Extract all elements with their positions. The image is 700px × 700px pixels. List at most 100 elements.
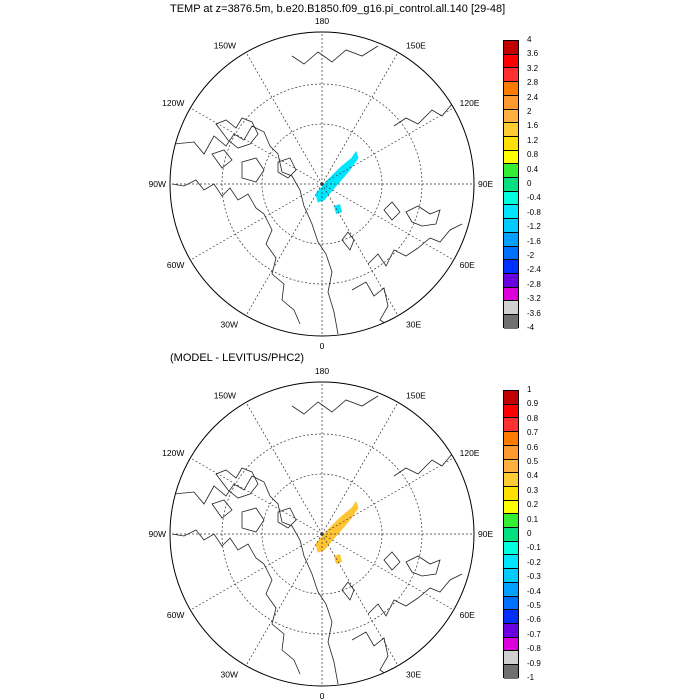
coastline bbox=[171, 529, 301, 675]
longitude-label-ll2: 30W bbox=[221, 320, 238, 330]
colorbar-swatch bbox=[504, 301, 518, 316]
meridian-line bbox=[245, 52, 323, 185]
colorbar-swatch bbox=[504, 178, 518, 192]
panel-title-bottom: (MODEL - LEVITUS/PHC2) bbox=[170, 352, 305, 364]
colorbar-swatch bbox=[504, 95, 518, 110]
longitude-label-ul2: 120W bbox=[162, 448, 184, 458]
meridian-line bbox=[190, 457, 323, 535]
colorbar-swatch bbox=[504, 569, 518, 583]
colorbar-tick-label: 4 bbox=[527, 35, 532, 44]
colorbar-swatch bbox=[504, 528, 518, 542]
meridian-line bbox=[190, 107, 323, 185]
colorbar-tick-label: -2 bbox=[527, 251, 535, 260]
coastline bbox=[173, 475, 339, 685]
colorbar-swatch bbox=[504, 232, 518, 247]
polar-map-top: 180 0 90W 90E 150W 120W 60W 30W 150E 120E 60E 30E bbox=[149, 16, 494, 351]
colorbar-swatch bbox=[504, 260, 518, 274]
colorbar-tick-label: 0.2 bbox=[527, 500, 539, 510]
colorbar-swatch bbox=[504, 582, 518, 597]
colorbar-tick-label: 0.7 bbox=[527, 428, 539, 438]
colorbar-tick-label: -3.2 bbox=[527, 294, 541, 304]
coastline bbox=[383, 201, 401, 221]
coastline bbox=[341, 231, 355, 251]
colorbar-tick-label: -0.7 bbox=[527, 629, 541, 639]
colorbar-tick-label: 0.4 bbox=[527, 471, 539, 481]
colorbar-swatch bbox=[504, 391, 518, 405]
colorbar-tick-label: -2.8 bbox=[527, 279, 541, 289]
colorbar-tick-label: -1.2 bbox=[527, 222, 541, 232]
colorbar-swatch bbox=[504, 54, 518, 69]
colorbar-swatch bbox=[504, 555, 518, 570]
meridian-line bbox=[321, 183, 454, 261]
longitude-label-ll1: 60W bbox=[167, 610, 184, 620]
colorbar-swatch bbox=[504, 486, 518, 501]
map-boundary bbox=[169, 381, 475, 687]
colorbar-tick-label: 2.4 bbox=[527, 92, 539, 102]
coastline bbox=[171, 179, 301, 325]
meridian-line bbox=[321, 183, 399, 316]
longitude-label-ul1: 150W bbox=[214, 390, 236, 400]
meridian-line bbox=[190, 183, 323, 261]
colorbar-swatch bbox=[504, 637, 518, 652]
coastline bbox=[393, 453, 453, 477]
longitude-label-top: 180 bbox=[315, 16, 329, 26]
colorbar-tick-label: 0.8 bbox=[527, 150, 539, 160]
coastline bbox=[173, 125, 339, 335]
colorbar-swatch bbox=[504, 246, 518, 261]
colorbar-tick-label: 0 bbox=[527, 529, 532, 538]
coastline bbox=[341, 581, 355, 601]
meridian-line bbox=[321, 533, 454, 611]
colorbar-tick-label: 1 bbox=[527, 385, 532, 394]
coastline bbox=[241, 157, 265, 183]
longitude-label-lr2: 30E bbox=[406, 320, 421, 330]
colorbar-swatch bbox=[504, 623, 518, 638]
meridian-line bbox=[321, 402, 399, 535]
colorbar-tick-label: -4 bbox=[527, 323, 535, 332]
colorbar-swatch bbox=[504, 514, 518, 529]
colorbar-tick-label: 2 bbox=[527, 107, 532, 116]
colorbar-swatch bbox=[504, 432, 518, 446]
meridian-line bbox=[321, 107, 454, 185]
colorbar-swatch bbox=[504, 596, 518, 611]
colorbar-tick-label: 0.9 bbox=[527, 399, 539, 409]
colorbar-swatch bbox=[504, 150, 518, 165]
longitude-label-lr1: 60E bbox=[460, 610, 475, 620]
colorbar-swatch bbox=[504, 445, 518, 460]
colorbar-tick-label: -1.6 bbox=[527, 236, 541, 246]
meridian-line bbox=[321, 52, 399, 185]
colorbar-swatch bbox=[504, 68, 518, 83]
longitude-label-left: 90W bbox=[149, 529, 166, 539]
colorbar-swatch bbox=[504, 473, 518, 487]
coastline bbox=[405, 555, 441, 577]
colorbar-tick-label: -0.6 bbox=[527, 615, 541, 625]
colorbar-swatch bbox=[504, 219, 518, 233]
coastline bbox=[277, 507, 297, 529]
meridian-line bbox=[190, 533, 323, 611]
coastline bbox=[241, 507, 265, 533]
colorbar-tick-label: 1.2 bbox=[527, 135, 539, 145]
coastline bbox=[211, 499, 233, 519]
colorbar-bottom bbox=[503, 390, 519, 679]
colorbar-tick-label: 0.3 bbox=[527, 485, 539, 495]
panel-title-top: TEMP at z=3876.5m, b.e20.B1850.f09_g16.p… bbox=[170, 3, 506, 15]
colorbar-swatch bbox=[504, 82, 518, 96]
meridian-line bbox=[321, 533, 399, 666]
colorbar-swatch bbox=[504, 287, 518, 302]
meridian-line bbox=[245, 183, 323, 316]
colorbar-swatch bbox=[504, 541, 518, 556]
colorbar-swatch bbox=[504, 164, 518, 179]
colorbar-tick-label: 0.5 bbox=[527, 457, 539, 466]
colorbar-swatch bbox=[504, 610, 518, 624]
temperature-anomaly-region bbox=[334, 554, 342, 564]
colorbar-tick-label: -0.4 bbox=[527, 586, 541, 596]
colorbar-tick-label: -0.2 bbox=[527, 557, 541, 567]
longitude-label-ur2: 120E bbox=[460, 448, 480, 458]
longitude-label-ul1: 150W bbox=[214, 40, 236, 50]
colorbar-tick-label: 0 bbox=[527, 179, 532, 188]
colorbar-swatch bbox=[504, 205, 518, 220]
colorbar-tick-label: -0.8 bbox=[527, 207, 541, 217]
longitude-label-ll1: 60W bbox=[167, 260, 184, 270]
longitude-label-ll2: 30W bbox=[221, 670, 238, 680]
colorbar-tick-label: -0.5 bbox=[527, 601, 541, 610]
